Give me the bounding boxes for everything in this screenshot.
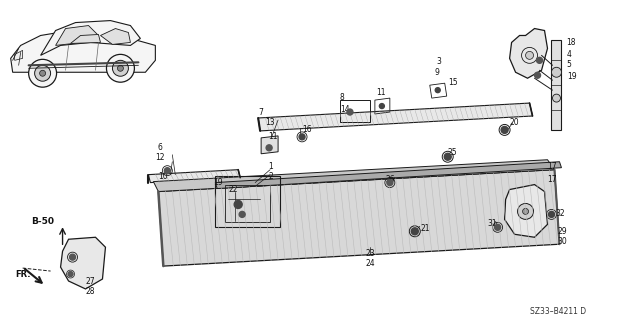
Text: 16: 16 [302, 125, 312, 134]
Polygon shape [552, 41, 561, 130]
Text: 4: 4 [566, 50, 572, 59]
Polygon shape [215, 162, 561, 189]
Polygon shape [504, 185, 547, 237]
Circle shape [40, 70, 45, 76]
Circle shape [525, 51, 534, 59]
Text: 3: 3 [436, 57, 442, 66]
Circle shape [412, 228, 419, 235]
Text: 11: 11 [268, 132, 278, 141]
Polygon shape [11, 31, 156, 72]
Text: 18: 18 [566, 39, 576, 48]
Circle shape [106, 54, 134, 82]
Text: SZ33–B4211 D: SZ33–B4211 D [529, 307, 586, 316]
Polygon shape [70, 34, 100, 43]
Text: 32: 32 [556, 210, 565, 219]
Text: 30: 30 [557, 237, 567, 246]
Circle shape [522, 208, 529, 214]
Text: 12: 12 [156, 153, 165, 162]
Circle shape [435, 88, 440, 93]
Text: 7: 7 [259, 108, 264, 117]
Text: 27: 27 [86, 277, 95, 286]
Circle shape [299, 134, 305, 140]
Text: FR.: FR. [15, 270, 31, 278]
Text: 13: 13 [266, 118, 275, 127]
Circle shape [70, 254, 76, 260]
Text: 22: 22 [228, 185, 237, 194]
Text: 10: 10 [158, 172, 168, 181]
Text: 29: 29 [557, 227, 567, 236]
Text: 25: 25 [448, 148, 458, 157]
Circle shape [495, 224, 500, 230]
Text: 1: 1 [268, 162, 273, 171]
Polygon shape [40, 20, 140, 56]
Polygon shape [100, 28, 131, 44]
Circle shape [518, 204, 534, 219]
Circle shape [29, 59, 56, 87]
Circle shape [266, 145, 272, 151]
Text: B-50: B-50 [31, 217, 54, 226]
Circle shape [347, 109, 353, 115]
Polygon shape [258, 103, 532, 131]
Bar [215, 176, 280, 227]
Circle shape [444, 153, 451, 160]
Polygon shape [158, 170, 559, 266]
Polygon shape [15, 50, 22, 60]
Text: 24: 24 [365, 259, 374, 268]
Text: 28: 28 [86, 287, 95, 296]
Circle shape [380, 104, 385, 108]
Bar [225, 185, 270, 222]
Text: 19: 19 [568, 72, 577, 81]
Circle shape [68, 271, 73, 277]
Text: 9: 9 [435, 68, 440, 77]
Text: 31: 31 [488, 219, 497, 228]
Circle shape [548, 211, 554, 217]
Circle shape [239, 211, 245, 217]
Circle shape [35, 65, 51, 81]
Text: 8: 8 [340, 93, 345, 102]
Polygon shape [509, 28, 547, 78]
Circle shape [552, 67, 561, 77]
Circle shape [501, 126, 508, 133]
Text: 23: 23 [365, 249, 374, 258]
Circle shape [552, 94, 561, 102]
Text: 14: 14 [340, 105, 349, 114]
Polygon shape [56, 26, 99, 45]
Text: 19: 19 [213, 178, 223, 187]
Text: 20: 20 [509, 118, 519, 127]
Circle shape [118, 65, 124, 71]
Circle shape [234, 200, 242, 208]
Text: 17: 17 [547, 174, 557, 184]
Text: 11: 11 [376, 88, 385, 97]
Polygon shape [154, 160, 554, 191]
Bar [340, 100, 370, 122]
Circle shape [113, 60, 129, 76]
Polygon shape [261, 136, 278, 154]
Text: 5: 5 [566, 60, 572, 69]
Text: 26: 26 [386, 174, 396, 184]
Text: 2: 2 [268, 172, 273, 181]
Circle shape [534, 72, 541, 78]
Text: 17: 17 [547, 162, 557, 171]
Polygon shape [61, 237, 106, 289]
Circle shape [387, 180, 393, 186]
Circle shape [164, 168, 170, 174]
Text: 15: 15 [448, 78, 458, 87]
Polygon shape [148, 170, 240, 182]
Text: 6: 6 [158, 143, 163, 152]
Text: 21: 21 [420, 224, 430, 233]
Circle shape [536, 57, 543, 63]
